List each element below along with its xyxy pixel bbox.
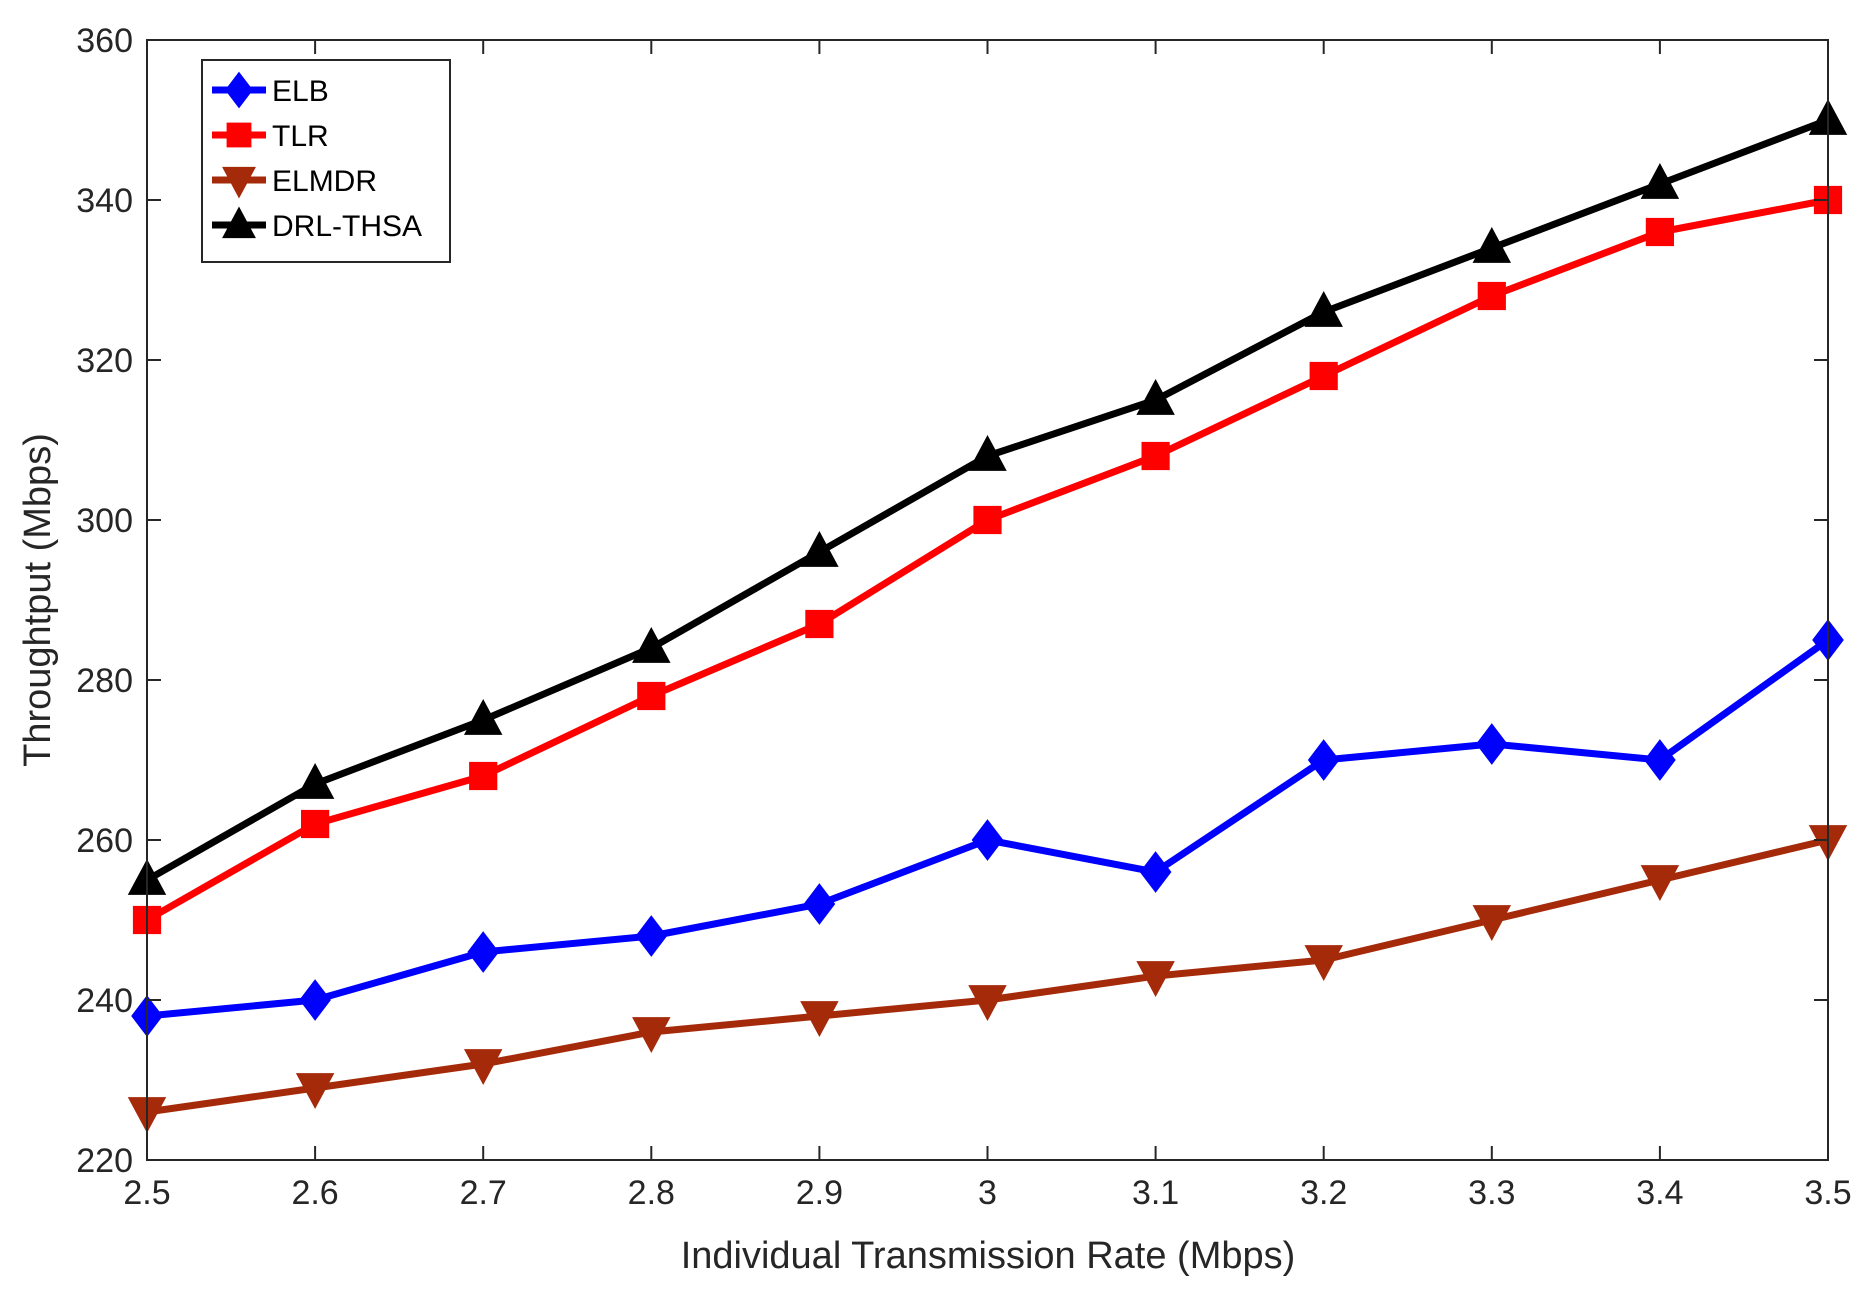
y-tick-label: 360	[76, 22, 133, 60]
data-point-tlr	[469, 761, 498, 791]
legend-label-drl-thsa: DRL-THSA	[272, 210, 422, 243]
data-point-elb	[467, 931, 500, 973]
data-point-elmdr	[1136, 961, 1175, 998]
data-point-elmdr	[968, 985, 1007, 1022]
x-tick-label: 3.1	[1132, 1174, 1179, 1212]
y-tick-label: 300	[76, 502, 133, 540]
legend-item-tlr: TLR	[212, 120, 329, 153]
data-point-elmdr	[1472, 905, 1512, 942]
data-point-tlr	[805, 609, 834, 639]
data-point-elb	[971, 819, 1004, 861]
x-tick-label: 2.7	[460, 1174, 507, 1212]
legend-label-elb: ELB	[272, 75, 329, 108]
data-point-tlr	[301, 809, 330, 839]
legend-item-elb: ELB	[212, 71, 329, 109]
data-point-tlr	[1645, 217, 1675, 247]
data-point-elb	[1475, 723, 1508, 765]
data-point-drl-thsa	[1640, 162, 1680, 199]
data-point-elmdr	[1304, 945, 1343, 982]
data-point-elmdr	[632, 1017, 671, 1054]
data-point-elb	[1139, 851, 1172, 893]
x-tick-label: 3	[978, 1174, 997, 1212]
data-point-tlr	[1141, 441, 1170, 471]
data-point-drl-thsa	[463, 698, 503, 735]
legend-item-drl-thsa: DRL-THSA	[212, 206, 422, 243]
y-tick-label: 320	[76, 342, 133, 380]
series-elmdr	[127, 825, 1848, 1134]
x-axis-title: Individual Transmission Rate (Mbps)	[681, 1235, 1296, 1277]
x-tick-label: 3.4	[1636, 1174, 1683, 1212]
data-point-drl-thsa	[800, 530, 839, 567]
data-point-elb	[1307, 739, 1340, 781]
data-point-tlr	[973, 505, 1002, 535]
data-point-elmdr	[800, 1001, 839, 1038]
data-point-tlr	[1477, 281, 1506, 311]
data-point-drl-thsa	[632, 626, 671, 663]
x-tick-label: 2.9	[796, 1174, 843, 1212]
x-tick-label: 2.5	[123, 1174, 170, 1212]
data-point-drl-thsa	[295, 762, 335, 799]
series-drl-thsa	[127, 98, 1848, 895]
data-point-elb	[803, 883, 836, 925]
y-axis-title: Throughtput (Mbps)	[17, 433, 59, 767]
data-point-drl-thsa	[1472, 226, 1512, 263]
x-tick-label: 2.6	[291, 1174, 338, 1212]
data-point-tlr	[1309, 361, 1338, 391]
data-point-elb	[299, 979, 331, 1021]
y-tick-label: 220	[76, 1142, 133, 1180]
y-tick-label: 260	[76, 822, 133, 860]
legend-label-elmdr: ELMDR	[272, 165, 377, 198]
x-tick-label: 3.2	[1300, 1174, 1347, 1212]
data-point-elb	[635, 915, 668, 957]
y-tick-label: 240	[76, 982, 133, 1020]
x-tick-label: 2.8	[628, 1174, 675, 1212]
data-point-elmdr	[1640, 865, 1680, 902]
series-elb	[131, 619, 1844, 1037]
legend-marker-elb	[225, 71, 253, 109]
y-tick-label: 340	[76, 182, 133, 220]
data-point-elmdr	[295, 1073, 335, 1110]
legend-item-elmdr: ELMDR	[212, 165, 377, 199]
x-tick-label: 3.3	[1468, 1174, 1515, 1212]
data-point-elb	[1644, 739, 1676, 781]
data-point-tlr	[637, 681, 666, 711]
legend-marker-drl-thsa	[222, 206, 256, 239]
legend-marker-tlr	[226, 122, 252, 148]
legend-marker-elmdr	[222, 166, 256, 199]
data-point-drl-thsa	[1304, 290, 1343, 327]
data-point-drl-thsa	[968, 434, 1007, 471]
legend-label-tlr: TLR	[272, 120, 329, 153]
data-point-drl-thsa	[1136, 378, 1175, 415]
x-tick-label: 3.5	[1804, 1174, 1851, 1212]
series-tlr	[132, 185, 1843, 935]
data-point-elmdr	[463, 1049, 503, 1086]
y-tick-label: 280	[76, 662, 133, 700]
